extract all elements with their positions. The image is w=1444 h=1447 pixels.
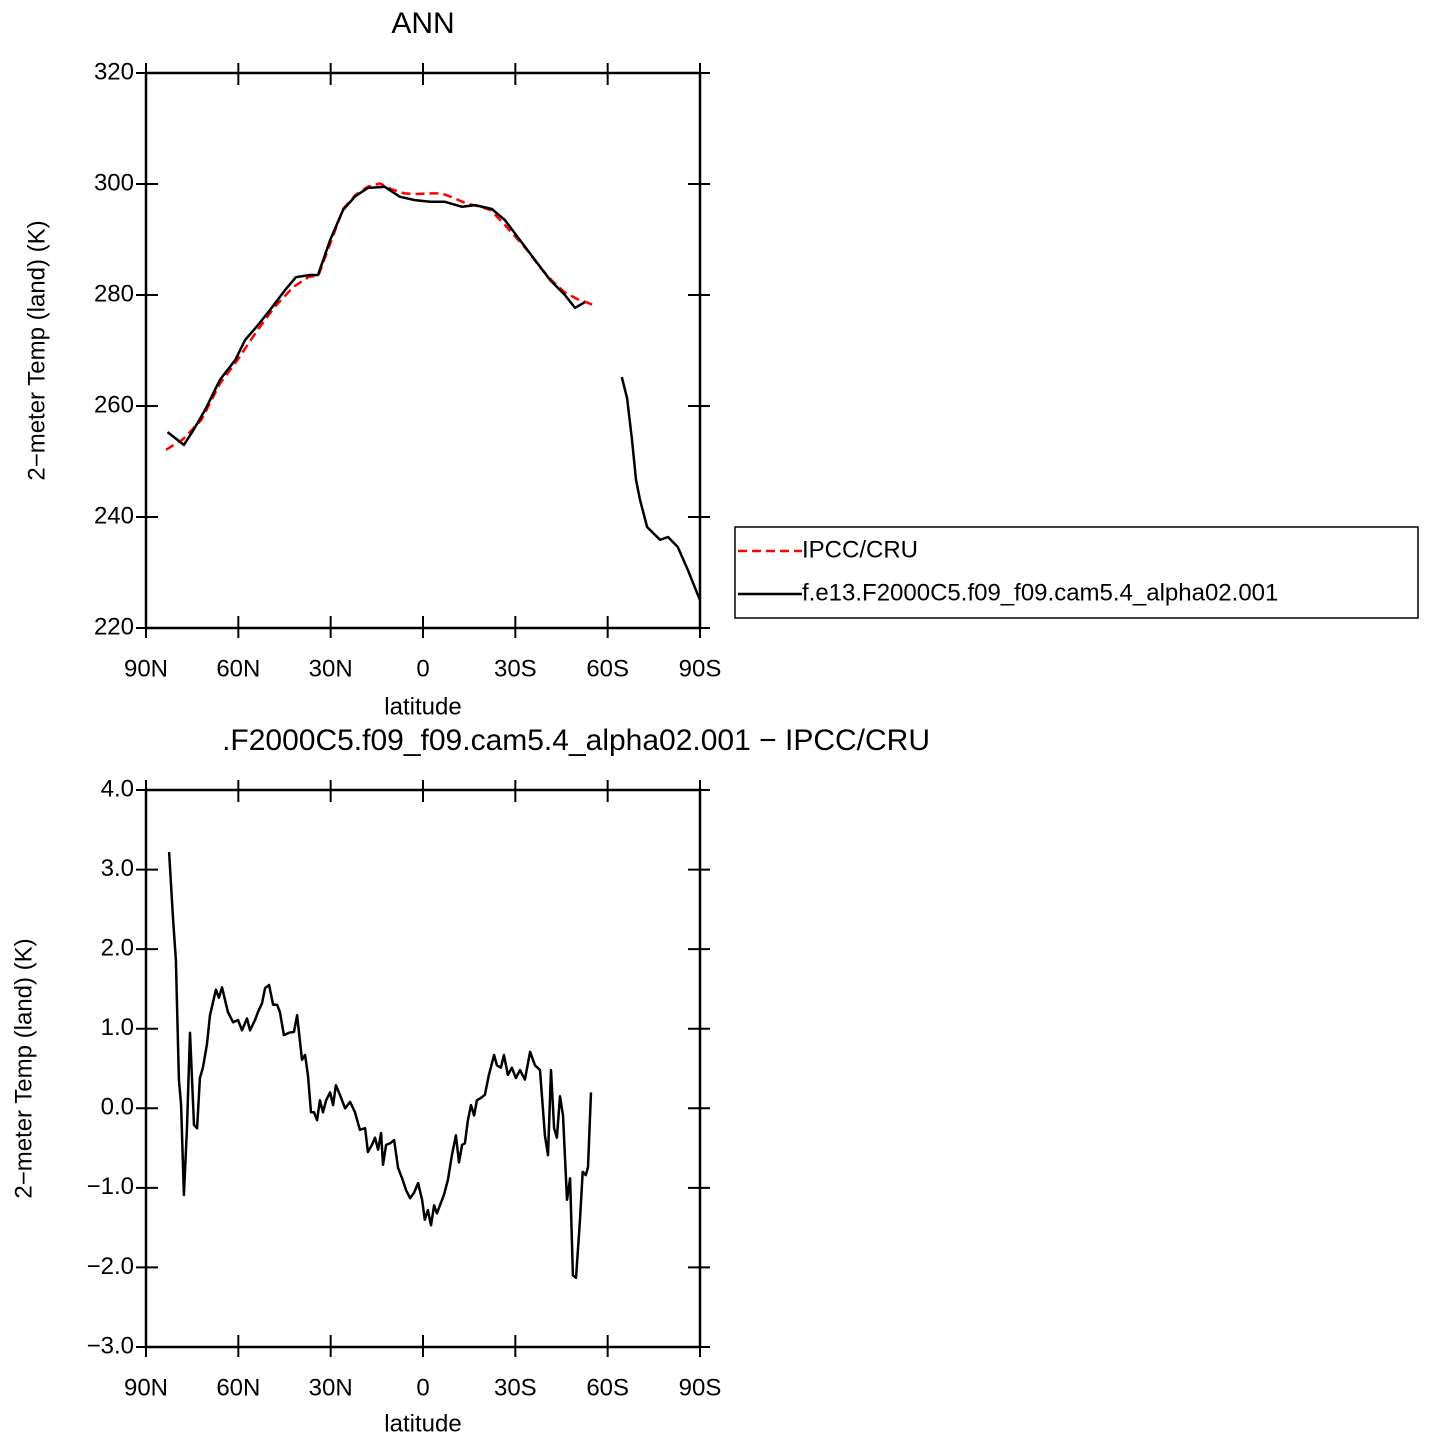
x-tick-label: 90N <box>124 655 168 682</box>
y-tick-label: 4.0 <box>101 775 134 802</box>
x-tick-label: 60N <box>216 655 260 682</box>
x-axis-label: latitude <box>384 1410 461 1437</box>
x-tick-label: 90N <box>124 1374 168 1401</box>
data-line <box>167 852 593 1280</box>
y-tick-label: −1.0 <box>87 1173 134 1200</box>
x-axis-label: latitude <box>384 693 461 720</box>
x-tick-label: 60S <box>586 655 629 682</box>
x-tick-label: 30S <box>494 655 537 682</box>
x-tick-label: 30S <box>494 1374 537 1401</box>
x-tick-label: 90S <box>679 655 722 682</box>
legend-label: IPCC/CRU <box>802 536 918 563</box>
y-tick-label: 220 <box>94 613 134 640</box>
x-tick-label: 0 <box>416 1374 429 1401</box>
y-axis-label: 2−meter Temp (land) (K) <box>23 220 50 480</box>
y-tick-label: 300 <box>94 169 134 196</box>
y-tick-label: 1.0 <box>101 1014 134 1041</box>
chart-title: ANN <box>391 7 454 40</box>
x-tick-label: 0 <box>416 655 429 682</box>
y-tick-label: 3.0 <box>101 855 134 882</box>
y-axis-label: 2−meter Temp (land) (K) <box>10 938 37 1198</box>
y-tick-label: 320 <box>94 58 134 85</box>
x-tick-label: 30N <box>309 1374 353 1401</box>
plot-frame <box>144 71 702 630</box>
chart-title: .F2000C5.f09_f09.cam5.4_alpha02.001 − IP… <box>222 724 930 757</box>
x-tick-label: 60N <box>216 1374 260 1401</box>
plot-frame <box>144 788 702 1349</box>
data-line <box>166 185 702 601</box>
y-tick-label: 280 <box>94 280 134 307</box>
y-tick-label: 0.0 <box>101 1094 134 1121</box>
y-tick-label: 240 <box>94 502 134 529</box>
y-tick-label: 260 <box>94 391 134 418</box>
x-tick-label: 60S <box>586 1374 629 1401</box>
data-line <box>165 182 596 451</box>
y-tick-label: −2.0 <box>87 1253 134 1280</box>
y-tick-label: 2.0 <box>101 934 134 961</box>
x-tick-label: 90S <box>679 1374 722 1401</box>
legend-box <box>734 526 1419 619</box>
y-tick-label: −3.0 <box>87 1332 134 1359</box>
x-tick-label: 30N <box>309 655 353 682</box>
legend-label: f.e13.F2000C5.f09_f09.cam5.4_alpha02.001 <box>802 579 1278 606</box>
